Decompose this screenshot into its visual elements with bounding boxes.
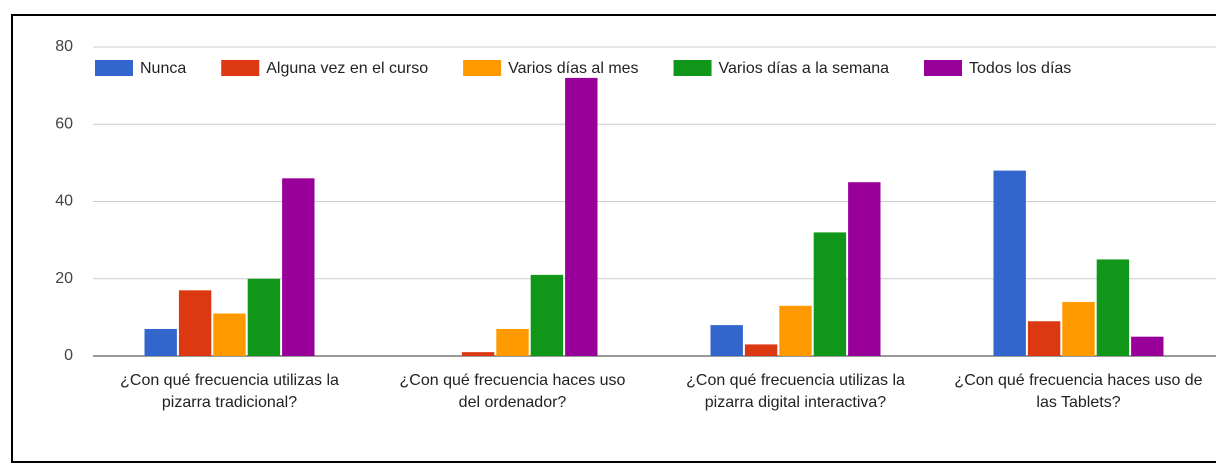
legend-swatch xyxy=(221,60,260,76)
bar xyxy=(213,313,246,356)
bar xyxy=(1062,301,1095,356)
bar xyxy=(144,328,177,356)
legend-label: Nunca xyxy=(140,60,186,77)
bar xyxy=(496,328,529,356)
bar xyxy=(530,274,564,356)
legend-label: Alguna vez en el curso xyxy=(266,60,428,77)
legend-swatch xyxy=(463,60,502,76)
bar xyxy=(744,344,778,356)
legend-label: Varios días a la semana xyxy=(719,60,890,77)
bar xyxy=(993,170,1026,356)
bar xyxy=(710,325,743,356)
x-tick-label: ¿Con qué frecuencia utilizas la pizarra … xyxy=(120,372,339,411)
bar xyxy=(1027,321,1061,356)
bar xyxy=(282,178,315,356)
legend-swatch xyxy=(673,60,712,76)
bar xyxy=(178,290,212,356)
x-tick-label: ¿Con qué frecuencia haces uso de las Tab… xyxy=(954,372,1203,411)
y-tick-label: 40 xyxy=(55,193,73,210)
bar xyxy=(247,278,281,356)
y-tick-label: 60 xyxy=(55,115,73,132)
legend-label: Varios días al mes xyxy=(508,60,638,77)
x-tick-label: ¿Con qué frecuencia utilizas la pizarra … xyxy=(686,372,905,411)
y-tick-label: 20 xyxy=(55,270,73,287)
legend-swatch xyxy=(95,60,133,76)
legend-label: Todos los días xyxy=(969,60,1071,77)
bar xyxy=(461,352,495,356)
bar xyxy=(565,77,598,357)
y-tick-label: 0 xyxy=(64,347,73,364)
y-tick-label: 80 xyxy=(55,38,73,55)
bar xyxy=(813,232,847,356)
x-tick-label: ¿Con qué frecuencia haces uso del ordena… xyxy=(399,372,626,411)
legend-swatch xyxy=(924,60,963,76)
bar xyxy=(848,182,881,356)
bar xyxy=(1131,336,1164,356)
bar xyxy=(779,305,812,356)
bar xyxy=(1096,259,1130,356)
